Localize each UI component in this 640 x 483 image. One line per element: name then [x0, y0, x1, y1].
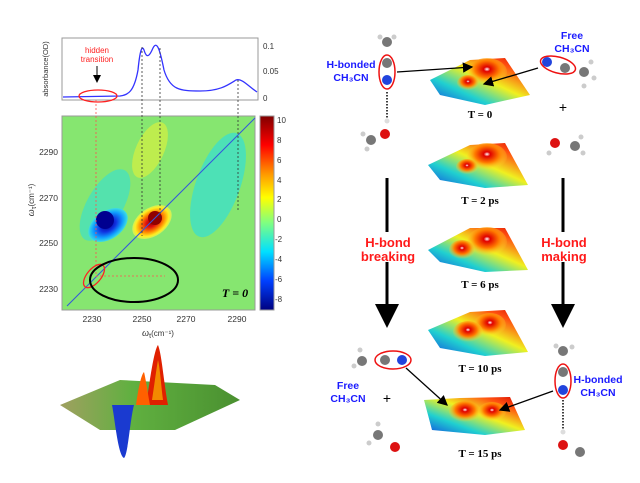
molecule-hbonded-bottom-right — [553, 343, 585, 457]
arrow-icon — [396, 62, 474, 73]
free-label-bottom-left: Free — [337, 380, 359, 392]
molecule-free-bottom-left — [351, 347, 412, 452]
y-axis-label: ωτ(cm⁻¹) — [26, 183, 38, 216]
colorbar — [259, 115, 275, 311]
hbonded-label-bottom-right: CH₃CN — [580, 387, 615, 399]
surface-time-label: T = 10 ps — [458, 363, 502, 375]
surface-time-label: T = 15 ps — [458, 448, 502, 460]
process-label-making: H-bond — [541, 235, 587, 250]
colorbar-tick: -6 — [275, 275, 283, 284]
process-label-making: making — [541, 249, 587, 264]
2d-ir-spectrum: T = 0 2230 2250 2270 2290 2290 2270 2250… — [26, 47, 286, 340]
colorbar-tick: -4 — [275, 255, 283, 264]
x-tick: 2230 — [83, 314, 102, 324]
hidden-transition-label: hidden — [85, 46, 109, 55]
colorbar-tick: 2 — [277, 195, 282, 204]
colorbar-tick: -2 — [275, 235, 283, 244]
y-tick: 2270 — [39, 193, 58, 203]
x-tick: 2290 — [228, 314, 247, 324]
surface-time-label: T = 0 — [468, 109, 493, 121]
surface-t0: T = 0 — [430, 58, 530, 121]
surface-t2: T = 2 ps — [428, 143, 528, 207]
hbonded-label-top-left: CH₃CN — [333, 72, 368, 84]
plus-sign: + — [383, 390, 391, 406]
arrow-icon — [405, 367, 448, 406]
hbonded-label-top-left: H-bonded — [327, 59, 376, 71]
process-label-breaking: breaking — [361, 249, 415, 264]
arrow-icon — [482, 67, 539, 87]
arrow-icon — [498, 390, 554, 412]
colorbar-tick: -8 — [275, 295, 283, 304]
spectrum-ytick: 0.05 — [263, 67, 279, 76]
surface-t6: T = 6 ps — [428, 227, 528, 291]
y-tick: 2230 — [39, 284, 58, 294]
surface-series: T = 0 T = 2 ps T = 6 ps T = 10 ps T = 15… — [424, 58, 530, 460]
colorbar-tick: 8 — [277, 136, 282, 145]
cross-peak-ellipse — [89, 257, 179, 303]
hidden-transition-label: transition — [81, 55, 113, 64]
hidden-transition-ellipse — [78, 89, 118, 103]
x-tick: 2270 — [177, 314, 196, 324]
free-label-top-right: CH₃CN — [554, 43, 589, 55]
free-label-bottom-left: CH₃CN — [330, 393, 365, 405]
y-tick: 2250 — [39, 238, 58, 248]
colorbar-tick: 6 — [277, 156, 282, 165]
free-label-top-right: Free — [561, 30, 583, 42]
diagonal-line — [66, 117, 256, 307]
process-label-breaking: H-bond — [365, 235, 411, 250]
3d-surface-plot — [60, 345, 240, 458]
surface-t10: T = 10 ps — [428, 310, 528, 375]
spectrum-ytick: 0 — [263, 94, 268, 103]
spectrum-ytick: 0.1 — [263, 42, 275, 51]
x-tick: 2250 — [133, 314, 152, 324]
plus-sign: + — [559, 99, 567, 115]
surface-time-label: T = 2 ps — [461, 195, 499, 207]
colorbar-tick: 10 — [277, 116, 286, 125]
time-label: T = 0 — [222, 286, 248, 300]
y-tick: 2290 — [39, 147, 58, 157]
spectrum-ylabel: absorbance(OD) — [41, 41, 50, 97]
colorbar-tick: 0 — [277, 215, 282, 224]
colorbar-tick: 4 — [277, 176, 282, 185]
hbonded-label-bottom-right: H-bonded — [574, 374, 623, 386]
molecule-hbonded-top-left — [360, 34, 397, 152]
surface-time-label: T = 6 ps — [461, 279, 499, 291]
molecule-free-top-right — [539, 55, 597, 156]
spectrum-line — [62, 44, 258, 98]
x-axis-label: ωt(cm⁻¹) — [142, 328, 174, 340]
